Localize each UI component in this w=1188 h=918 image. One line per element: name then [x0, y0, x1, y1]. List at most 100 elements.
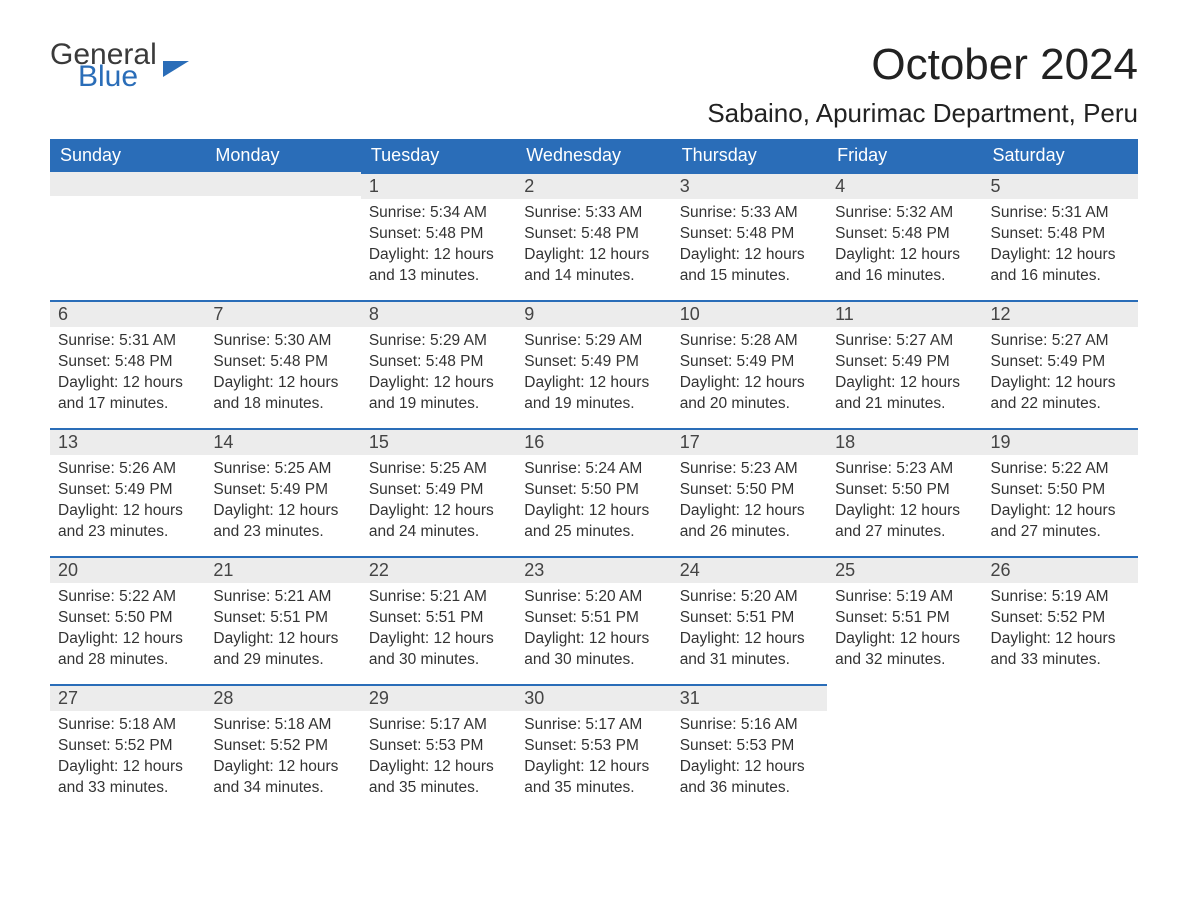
sunset-text: Sunset: 5:48 PM	[58, 352, 197, 373]
day-number: 29	[361, 684, 516, 711]
day-number: 1	[361, 172, 516, 199]
sunrise-text: Sunrise: 5:27 AM	[991, 331, 1130, 352]
daylight-text: and 16 minutes.	[991, 266, 1130, 287]
daylight-text: Daylight: 12 hours	[213, 501, 352, 522]
sunrise-text: Sunrise: 5:19 AM	[835, 587, 974, 608]
sunrise-text: Sunrise: 5:31 AM	[991, 203, 1130, 224]
sunrise-text: Sunrise: 5:18 AM	[58, 715, 197, 736]
day-details: Sunrise: 5:23 AMSunset: 5:50 PMDaylight:…	[672, 455, 827, 551]
sunrise-text: Sunrise: 5:30 AM	[213, 331, 352, 352]
sunset-text: Sunset: 5:49 PM	[213, 480, 352, 501]
day-number: 9	[516, 300, 671, 327]
day-number: 6	[50, 300, 205, 327]
day-number: 7	[205, 300, 360, 327]
daylight-text: and 18 minutes.	[213, 394, 352, 415]
sunrise-text: Sunrise: 5:20 AM	[680, 587, 819, 608]
calendar-day: 10Sunrise: 5:28 AMSunset: 5:49 PMDayligh…	[672, 300, 827, 428]
daylight-text: Daylight: 12 hours	[991, 245, 1130, 266]
day-number: 27	[50, 684, 205, 711]
calendar-day: 12Sunrise: 5:27 AMSunset: 5:49 PMDayligh…	[983, 300, 1138, 428]
daylight-text: Daylight: 12 hours	[680, 373, 819, 394]
day-number: 13	[50, 428, 205, 455]
sunrise-text: Sunrise: 5:16 AM	[680, 715, 819, 736]
sunset-text: Sunset: 5:48 PM	[213, 352, 352, 373]
daylight-text: Daylight: 12 hours	[369, 757, 508, 778]
calendar-day: 29 Sunrise: 5:17 AMSunset: 5:53 PMDayligh…	[361, 684, 516, 812]
calendar-day: 25Sunrise: 5:19 AMSunset: 5:51 PMDayligh…	[827, 556, 982, 684]
sunrise-text: Sunrise: 5:34 AM	[369, 203, 508, 224]
sunrise-text: Sunrise: 5:23 AM	[835, 459, 974, 480]
weekday-header: Thursday	[672, 139, 827, 172]
sunset-text: Sunset: 5:49 PM	[524, 352, 663, 373]
day-details: Sunrise: 5:30 AMSunset: 5:48 PMDaylight:…	[205, 327, 360, 423]
daylight-text: and 19 minutes.	[524, 394, 663, 415]
calendar-empty-day	[205, 172, 360, 300]
daylight-text: and 27 minutes.	[991, 522, 1130, 543]
daylight-text: Daylight: 12 hours	[213, 757, 352, 778]
weekday-header: Sunday	[50, 139, 205, 172]
calendar-empty-day	[983, 684, 1138, 812]
sunset-text: Sunset: 5:50 PM	[58, 608, 197, 629]
daylight-text: and 26 minutes.	[680, 522, 819, 543]
sunrise-text: Sunrise: 5:17 AM	[369, 715, 508, 736]
daylight-text: and 33 minutes.	[991, 650, 1130, 671]
daylight-text: and 33 minutes.	[58, 778, 197, 799]
sunset-text: Sunset: 5:48 PM	[680, 224, 819, 245]
daylight-text: Daylight: 12 hours	[58, 629, 197, 650]
calendar-empty-day	[50, 172, 205, 300]
calendar-week: 6Sunrise: 5:31 AMSunset: 5:48 PMDaylight…	[50, 300, 1138, 428]
daylight-text: Daylight: 12 hours	[58, 373, 197, 394]
daylight-text: Daylight: 12 hours	[369, 629, 508, 650]
daylight-text: and 17 minutes.	[58, 394, 197, 415]
sunrise-text: Sunrise: 5:27 AM	[835, 331, 974, 352]
sunset-text: Sunset: 5:51 PM	[369, 608, 508, 629]
calendar-day: 9Sunrise: 5:29 AMSunset: 5:49 PMDaylight…	[516, 300, 671, 428]
daylight-text: and 25 minutes.	[524, 522, 663, 543]
calendar-empty-day	[827, 684, 982, 812]
sunset-text: Sunset: 5:48 PM	[835, 224, 974, 245]
sunset-text: Sunset: 5:53 PM	[524, 736, 663, 757]
sunrise-text: Sunrise: 5:21 AM	[369, 587, 508, 608]
day-number: 15	[361, 428, 516, 455]
daylight-text: and 21 minutes.	[835, 394, 974, 415]
sunset-text: Sunset: 5:50 PM	[524, 480, 663, 501]
day-number: 26	[983, 556, 1138, 583]
daylight-text: and 30 minutes.	[524, 650, 663, 671]
day-number: 23	[516, 556, 671, 583]
daylight-text: and 20 minutes.	[680, 394, 819, 415]
daylight-text: and 36 minutes.	[680, 778, 819, 799]
calendar-day: 2Sunrise: 5:33 AMSunset: 5:48 PMDaylight…	[516, 172, 671, 300]
daylight-text: Daylight: 12 hours	[991, 501, 1130, 522]
sunset-text: Sunset: 5:51 PM	[835, 608, 974, 629]
daylight-text: Daylight: 12 hours	[524, 757, 663, 778]
daylight-text: Daylight: 12 hours	[369, 373, 508, 394]
empty-day-bar	[50, 172, 205, 196]
calendar-week: 27Sunrise: 5:18 AMSunset: 5:52 PMDayligh…	[50, 684, 1138, 812]
sunrise-text: Sunrise: 5:33 AM	[524, 203, 663, 224]
daylight-text: Daylight: 12 hours	[835, 501, 974, 522]
daylight-text: and 34 minutes.	[213, 778, 352, 799]
sunset-text: Sunset: 5:53 PM	[369, 736, 508, 757]
day-details: Sunrise: 5:27 AMSunset: 5:49 PMDaylight:…	[983, 327, 1138, 423]
day-details: Sunrise: 5:34 AMSunset: 5:48 PMDaylight:…	[361, 199, 516, 295]
day-number: 30	[516, 684, 671, 711]
sunrise-text: Sunrise: 5:17 AM	[524, 715, 663, 736]
daylight-text: Daylight: 12 hours	[680, 757, 819, 778]
day-details: Sunrise: 5:16 AMSunset: 5:53 PMDaylight:…	[672, 711, 827, 807]
calendar-day: 5Sunrise: 5:31 AMSunset: 5:48 PMDaylight…	[983, 172, 1138, 300]
weekday-header: Saturday	[983, 139, 1138, 172]
day-number: 21	[205, 556, 360, 583]
daylight-text: and 32 minutes.	[835, 650, 974, 671]
sunset-text: Sunset: 5:48 PM	[524, 224, 663, 245]
day-details: Sunrise: 5:24 AMSunset: 5:50 PMDaylight:…	[516, 455, 671, 551]
daylight-text: Daylight: 12 hours	[524, 501, 663, 522]
day-number: 28	[205, 684, 360, 711]
sunset-text: Sunset: 5:51 PM	[524, 608, 663, 629]
day-details: Sunrise: 5:33 AMSunset: 5:48 PMDaylight:…	[516, 199, 671, 295]
day-details: Sunrise: 5:20 AMSunset: 5:51 PMDaylight:…	[672, 583, 827, 679]
daylight-text: and 23 minutes.	[58, 522, 197, 543]
day-number: 10	[672, 300, 827, 327]
day-details: Sunrise: 5:22 AMSunset: 5:50 PMDaylight:…	[50, 583, 205, 679]
sunrise-text: Sunrise: 5:33 AM	[680, 203, 819, 224]
calendar-day: 6Sunrise: 5:31 AMSunset: 5:48 PMDaylight…	[50, 300, 205, 428]
